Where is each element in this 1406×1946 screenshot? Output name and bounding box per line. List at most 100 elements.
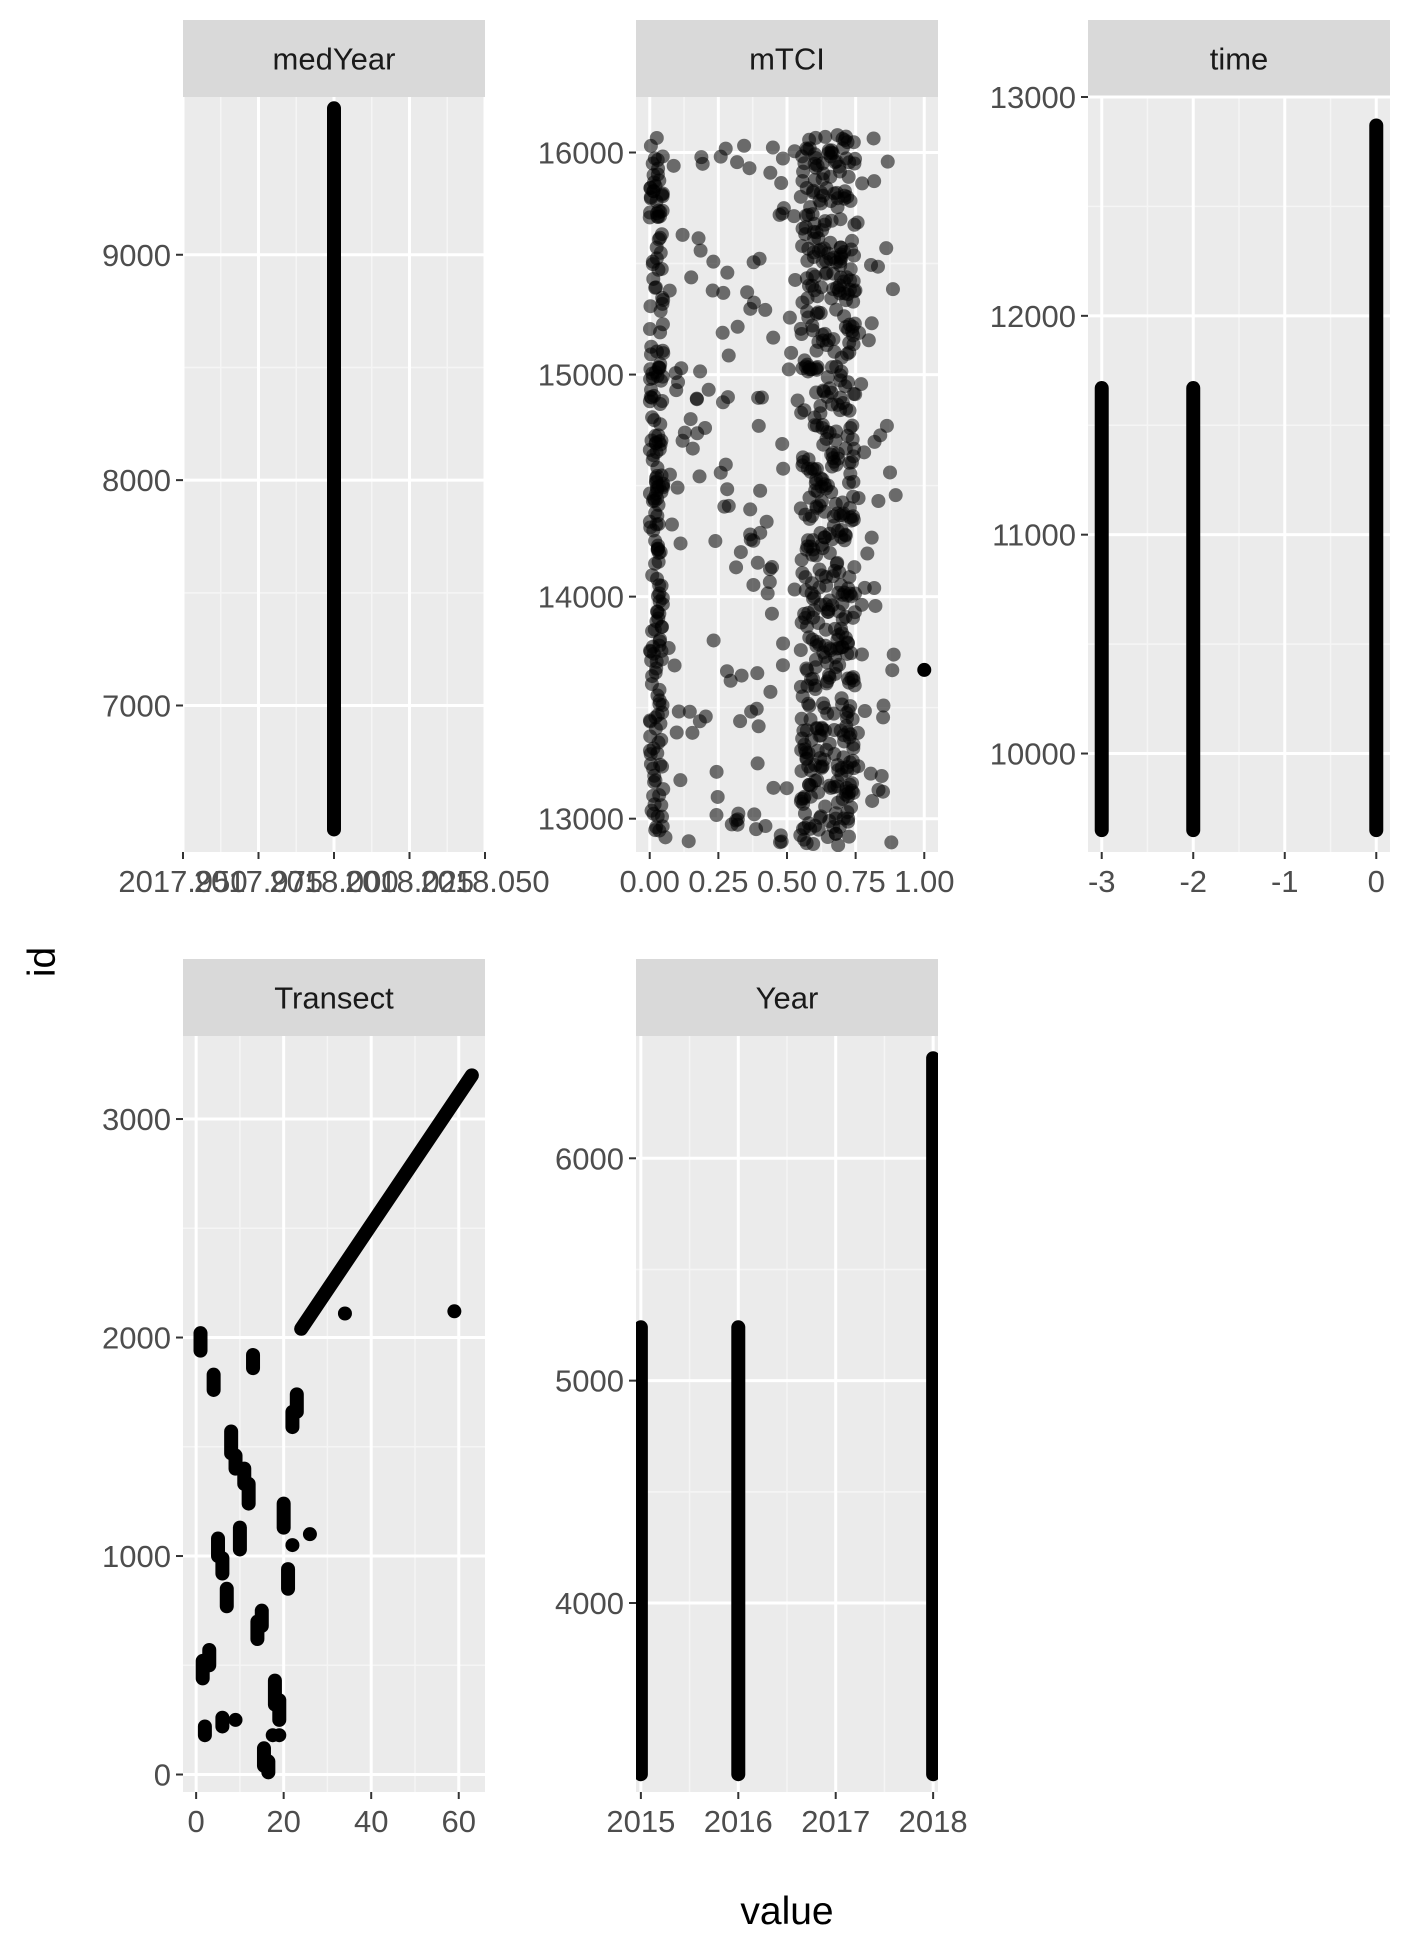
data-point bbox=[809, 343, 824, 358]
data-point bbox=[643, 747, 658, 762]
x-tick-label: 0 bbox=[1368, 864, 1385, 899]
y-tick-label: 6000 bbox=[555, 1141, 624, 1176]
data-point bbox=[701, 382, 716, 397]
y-tick-label: 10000 bbox=[990, 737, 1076, 772]
data-point bbox=[861, 333, 876, 348]
data-point bbox=[840, 588, 855, 603]
data-point bbox=[813, 306, 828, 321]
data-point bbox=[820, 604, 835, 619]
y-tick-label: 16000 bbox=[538, 136, 624, 171]
data-point bbox=[836, 274, 851, 289]
data-point bbox=[337, 1306, 352, 1321]
data-point bbox=[797, 156, 812, 171]
data-point bbox=[713, 465, 728, 480]
data-point bbox=[814, 568, 829, 583]
data-point bbox=[795, 731, 810, 746]
data-point bbox=[813, 525, 828, 540]
data-point bbox=[805, 509, 820, 524]
data-point bbox=[692, 714, 707, 729]
data-point bbox=[667, 658, 682, 673]
data-point bbox=[830, 758, 845, 773]
x-tick-label: 2018.050 bbox=[420, 864, 549, 899]
data-point bbox=[876, 710, 891, 725]
data-point bbox=[644, 339, 659, 354]
data-point bbox=[812, 193, 827, 208]
data-point bbox=[852, 325, 867, 340]
data-point bbox=[302, 1527, 317, 1542]
data-point bbox=[846, 274, 861, 289]
data-point bbox=[775, 206, 790, 221]
data-point bbox=[808, 269, 823, 284]
data-point bbox=[824, 459, 839, 474]
y-tick-label: 15000 bbox=[538, 358, 624, 393]
data-point bbox=[734, 668, 749, 683]
data-point bbox=[843, 727, 858, 742]
data-point bbox=[833, 390, 848, 405]
data-point bbox=[843, 193, 858, 208]
data-point bbox=[653, 417, 668, 432]
data-point bbox=[730, 812, 745, 827]
data-point bbox=[743, 301, 758, 316]
x-tick-label: 20 bbox=[266, 1804, 300, 1839]
data-point bbox=[816, 437, 831, 452]
data-point bbox=[760, 586, 775, 601]
data-point bbox=[842, 155, 857, 170]
data-point bbox=[670, 480, 685, 495]
data-point bbox=[846, 489, 861, 504]
facet-panel-mTCI: mTCI 0.00 0.25 0.50 0.75 1.00 13000 14000 15000 1… bbox=[538, 20, 954, 899]
data-point bbox=[793, 794, 808, 809]
y-tick-label: 1000 bbox=[102, 1539, 171, 1574]
data-point bbox=[809, 385, 824, 400]
data-point bbox=[709, 808, 724, 823]
data-point bbox=[788, 272, 803, 287]
data-point bbox=[685, 725, 700, 740]
data-point bbox=[854, 377, 869, 392]
data-point bbox=[838, 379, 853, 394]
data-point bbox=[827, 563, 842, 578]
data-point bbox=[746, 255, 761, 270]
data-point bbox=[823, 194, 838, 209]
data-point bbox=[809, 361, 824, 376]
facet-strip-label: time bbox=[1210, 42, 1269, 77]
data-point bbox=[689, 391, 704, 406]
data-point bbox=[847, 441, 862, 456]
data-point bbox=[285, 1538, 300, 1553]
data-point bbox=[828, 811, 843, 826]
data-point bbox=[773, 828, 788, 843]
data-point bbox=[648, 556, 663, 571]
y-tick-label: 5000 bbox=[555, 1364, 624, 1399]
data-point bbox=[654, 798, 669, 813]
data-point bbox=[834, 691, 849, 706]
data-point bbox=[800, 461, 815, 476]
data-point bbox=[673, 773, 688, 788]
data-point bbox=[801, 759, 816, 774]
data-point bbox=[652, 173, 667, 188]
data-point bbox=[802, 490, 817, 505]
data-point bbox=[830, 774, 845, 789]
x-tick-label: 0 bbox=[188, 1804, 205, 1839]
data-point bbox=[684, 270, 699, 285]
data-point bbox=[775, 658, 790, 673]
data-point bbox=[844, 242, 859, 257]
data-point bbox=[654, 261, 669, 276]
data-point bbox=[848, 387, 863, 402]
data-point bbox=[812, 580, 827, 595]
data-point bbox=[813, 406, 828, 421]
data-point bbox=[765, 560, 780, 575]
data-point bbox=[648, 280, 663, 295]
data-point bbox=[800, 304, 815, 319]
data-point bbox=[828, 826, 843, 841]
data-point bbox=[804, 672, 819, 687]
data-point bbox=[831, 838, 846, 852]
data-point bbox=[866, 131, 881, 146]
data-point bbox=[775, 151, 790, 166]
data-point bbox=[654, 433, 669, 448]
data-point bbox=[864, 316, 879, 331]
data-point bbox=[827, 747, 842, 762]
data-point bbox=[879, 241, 894, 256]
data-point bbox=[837, 309, 852, 324]
data-point bbox=[885, 282, 900, 297]
data-point bbox=[447, 1304, 462, 1319]
panel-background bbox=[183, 1036, 485, 1792]
